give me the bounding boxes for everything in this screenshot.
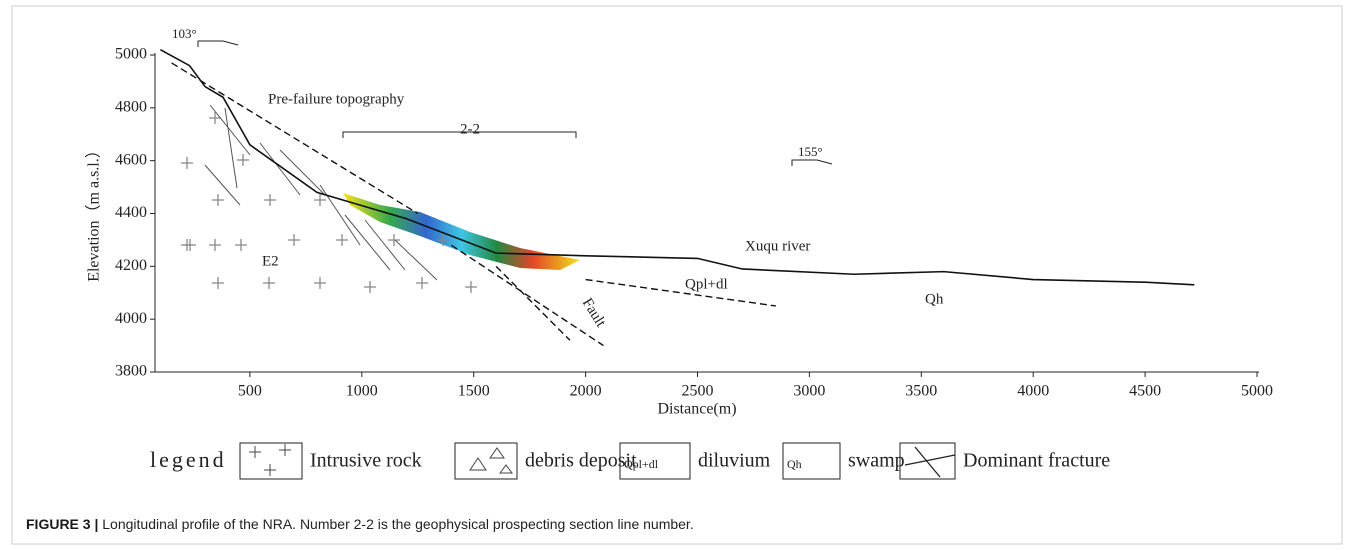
caption: FIGURE 3 | Longitudinal profile of the N… [26, 516, 694, 532]
rock-symbol [437, 234, 449, 246]
annotation: E2 [262, 253, 279, 269]
profile-line [159, 49, 1195, 286]
fracture [394, 239, 438, 281]
section-bracket [342, 131, 577, 138]
legend-icon [782, 442, 841, 480]
fracture [319, 184, 361, 246]
rock-symbol [336, 234, 348, 246]
annotation: Qpl+dl [685, 276, 728, 292]
legend-icon [239, 442, 303, 480]
profile-line [585, 278, 776, 307]
fracture [224, 107, 238, 189]
x-tick-label: 3500 [905, 383, 937, 400]
x-tick-label: 5000 [1241, 383, 1273, 400]
rock-symbol [237, 154, 249, 166]
fracture [344, 214, 391, 271]
fracture [204, 164, 241, 206]
y-axis-label: Elevation（m a.s.l.） [85, 142, 103, 282]
y-tick-label: 4200 [115, 257, 147, 274]
legend-icon-text: Qpl+dl [624, 457, 659, 471]
annotation: Pre-failure topography [268, 91, 405, 107]
annotation: 2-2 [460, 121, 480, 137]
annotation: 103° [172, 26, 197, 41]
rock-symbol [209, 239, 221, 251]
profile-line [495, 265, 571, 341]
legend-label: swamp [848, 450, 905, 472]
rock-symbol [235, 239, 247, 251]
direction-flag [791, 159, 833, 166]
legend-label: Intrusive rock [310, 450, 422, 472]
caption-text: Longitudinal profile of the NRA. Number … [102, 516, 694, 532]
rock-symbol [263, 277, 275, 289]
x-tick-label: 4000 [1017, 383, 1049, 400]
legend-label: Dominant fracture [963, 450, 1110, 472]
rock-symbol [314, 277, 326, 289]
x-tick-label: 2500 [682, 383, 714, 400]
fracture [279, 149, 326, 196]
rock-symbol [209, 112, 221, 124]
fracture [364, 219, 406, 271]
legend-icon [619, 442, 691, 480]
profile-line [171, 62, 419, 215]
direction-flag [197, 40, 239, 47]
rock-symbol [288, 234, 300, 246]
annotation: Fault [579, 295, 609, 330]
rock-symbol [388, 234, 400, 246]
rock-symbol [416, 277, 428, 289]
x-tick-label: 1500 [458, 383, 490, 400]
y-tick-label: 5000 [115, 46, 147, 63]
x-tick-label: 500 [238, 383, 262, 400]
frame [11, 5, 1343, 545]
x-tick-label: 3000 [793, 383, 825, 400]
y-tick-label: 4400 [115, 204, 147, 221]
legend-label: debris deposit [525, 450, 637, 472]
icon-symbol [469, 447, 513, 474]
annotation: Xuqu river [745, 238, 810, 254]
x-axis-label: Distance(m) [657, 401, 736, 418]
profile-line [450, 244, 604, 347]
geophysical-section [343, 193, 580, 270]
x-tick-label: 1000 [346, 383, 378, 400]
y-tick-label: 3800 [115, 363, 147, 380]
annotation: 155° [798, 144, 823, 159]
legend-icon-text: Qh [787, 457, 802, 471]
rock-symbol [264, 194, 276, 206]
fracture [209, 104, 251, 156]
rock-symbol [314, 194, 326, 206]
rock-symbol [212, 277, 224, 289]
x-tick-label: 4500 [1129, 383, 1161, 400]
rock-symbol [181, 239, 193, 251]
caption-label: FIGURE 3 | [26, 516, 99, 532]
icon-symbol [249, 446, 261, 458]
rock-symbol [181, 157, 193, 169]
y-tick-label: 4800 [115, 99, 147, 116]
icon-symbol [279, 444, 291, 456]
legend-label: diluvium [698, 450, 771, 472]
legend-icon [899, 442, 956, 480]
x-tick-label: 2000 [570, 383, 602, 400]
rock-symbol [212, 194, 224, 206]
fracture [259, 142, 301, 196]
y-tick-label: 4600 [115, 151, 147, 168]
icon-symbol [264, 464, 276, 476]
legend-title: legend [150, 447, 227, 472]
icon-symbol [904, 446, 956, 478]
rock-symbol [465, 281, 477, 293]
annotation: Qh [925, 291, 944, 307]
rock-symbol [364, 281, 376, 293]
legend-icon [454, 442, 518, 480]
y-tick-label: 4000 [115, 310, 147, 327]
